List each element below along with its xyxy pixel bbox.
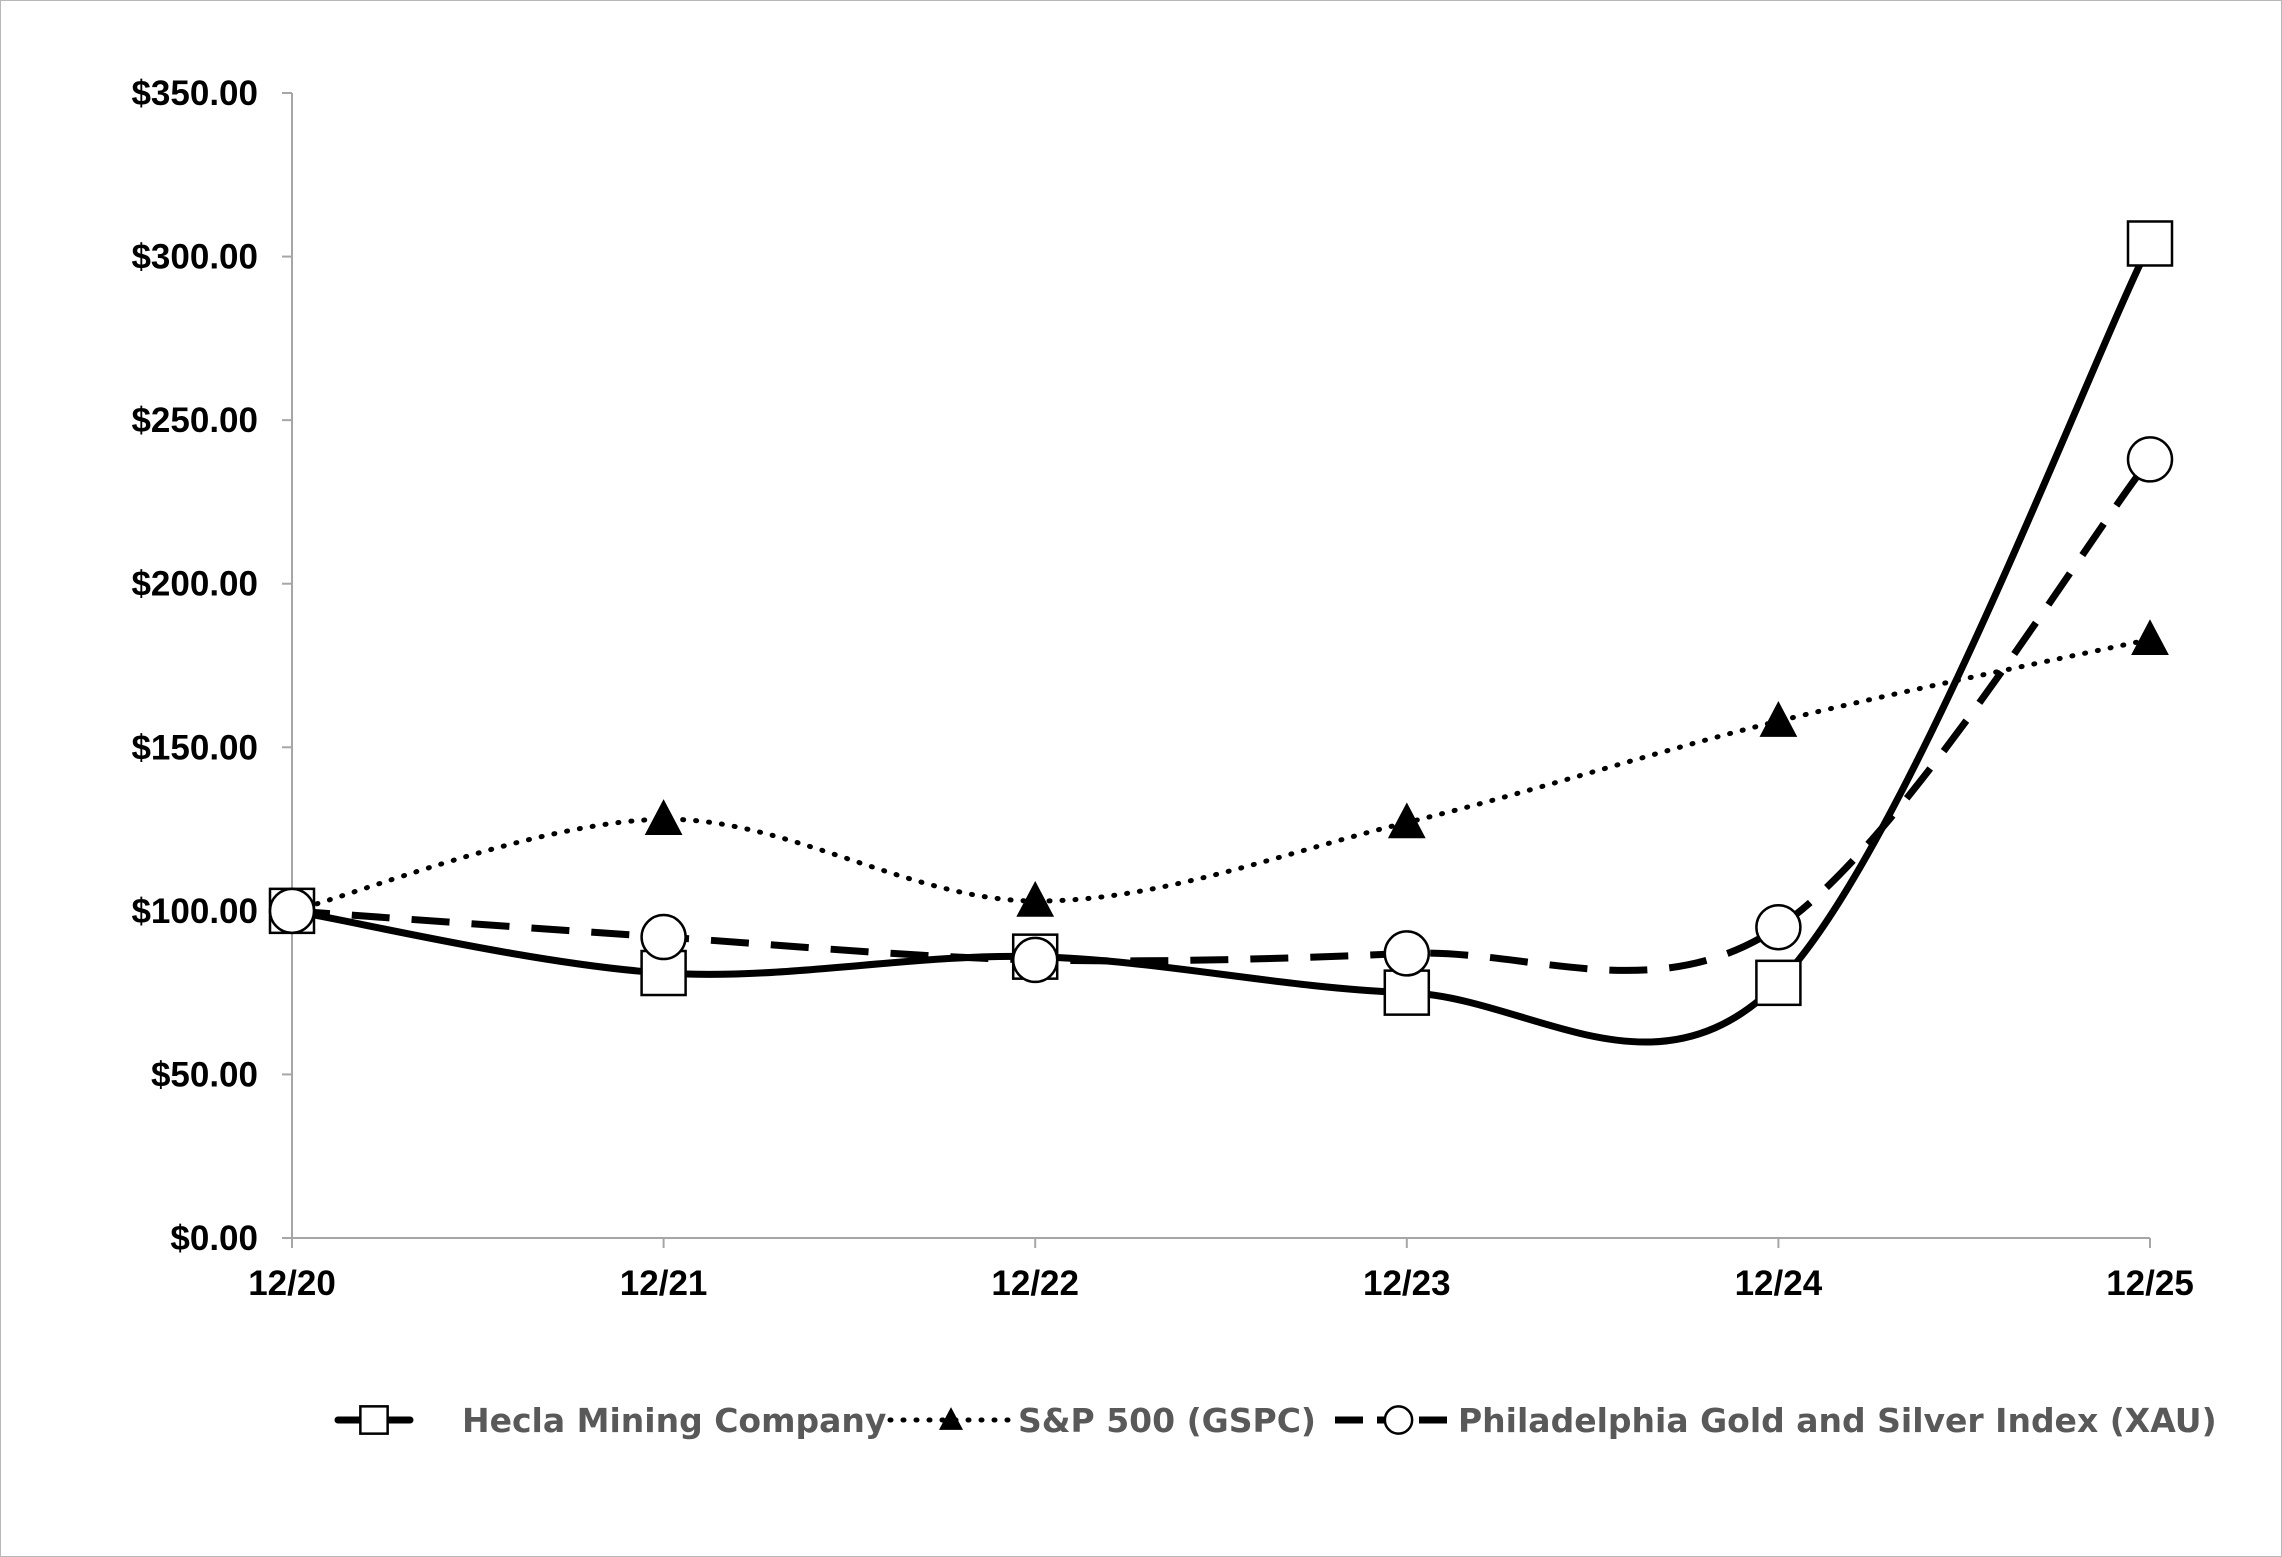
legend-label: Philadelphia Gold and Silver Index (XAU) <box>1458 1401 2217 1440</box>
legend-marker-triangle <box>938 1407 964 1430</box>
y-tick-label: $50.00 <box>151 1055 258 1094</box>
legend-label: S&P 500 (GSPC) <box>1018 1401 1316 1440</box>
data-point-circle <box>268 887 316 935</box>
y-tick-label: $150.00 <box>131 728 258 767</box>
y-tick-label: $250.00 <box>131 401 258 440</box>
x-tick-label: 12/22 <box>991 1264 1079 1303</box>
data-point-circle <box>1383 930 1431 977</box>
y-tick-label: $350.00 <box>131 74 258 113</box>
legend-label: Hecla Mining Company <box>462 1401 886 1440</box>
legend: Hecla Mining Company S&P 500 (GSPC) Philad… <box>334 1401 2217 1440</box>
series-line-circle <box>291 457 2153 974</box>
data-point-square <box>1383 969 1431 1016</box>
data-point-triangle <box>2131 619 2169 656</box>
x-tick-label: 12/23 <box>1363 1264 1451 1303</box>
series-markers <box>268 220 2174 1016</box>
y-tick-label: $100.00 <box>131 892 258 931</box>
legend-marker-circle <box>1383 1405 1414 1435</box>
data-point-triangle <box>1759 701 1798 737</box>
y-tick-label: $300.00 <box>131 238 258 277</box>
data-point-square <box>2126 220 2174 267</box>
x-tick-label: 12/20 <box>248 1264 336 1303</box>
data-point-triangle <box>644 799 683 835</box>
axes: $0.00 $50.00 $100.00 $150.00 $200.00 $250.00 $… <box>131 74 2193 1303</box>
series-line-square <box>288 239 2154 1046</box>
data-point-circle <box>1755 903 1802 951</box>
data-point-triangle <box>1016 880 1055 917</box>
x-tick-label: 12/25 <box>2106 1264 2194 1303</box>
y-tick-label: $200.00 <box>131 565 258 604</box>
series-line-triangle <box>289 636 2153 914</box>
x-tick-label: 12/21 <box>620 1264 708 1303</box>
x-tick-label: 12/24 <box>1735 1264 1823 1303</box>
data-point-circle <box>640 913 687 961</box>
data-point-circle <box>2126 436 2174 483</box>
data-point-triangle <box>1387 802 1426 839</box>
data-point-circle <box>1011 936 1059 984</box>
series-lines <box>288 239 2154 1046</box>
data-point-square <box>1755 959 1802 1007</box>
legend-marker-square <box>359 1405 389 1435</box>
y-tick-label: $0.00 <box>170 1219 258 1258</box>
